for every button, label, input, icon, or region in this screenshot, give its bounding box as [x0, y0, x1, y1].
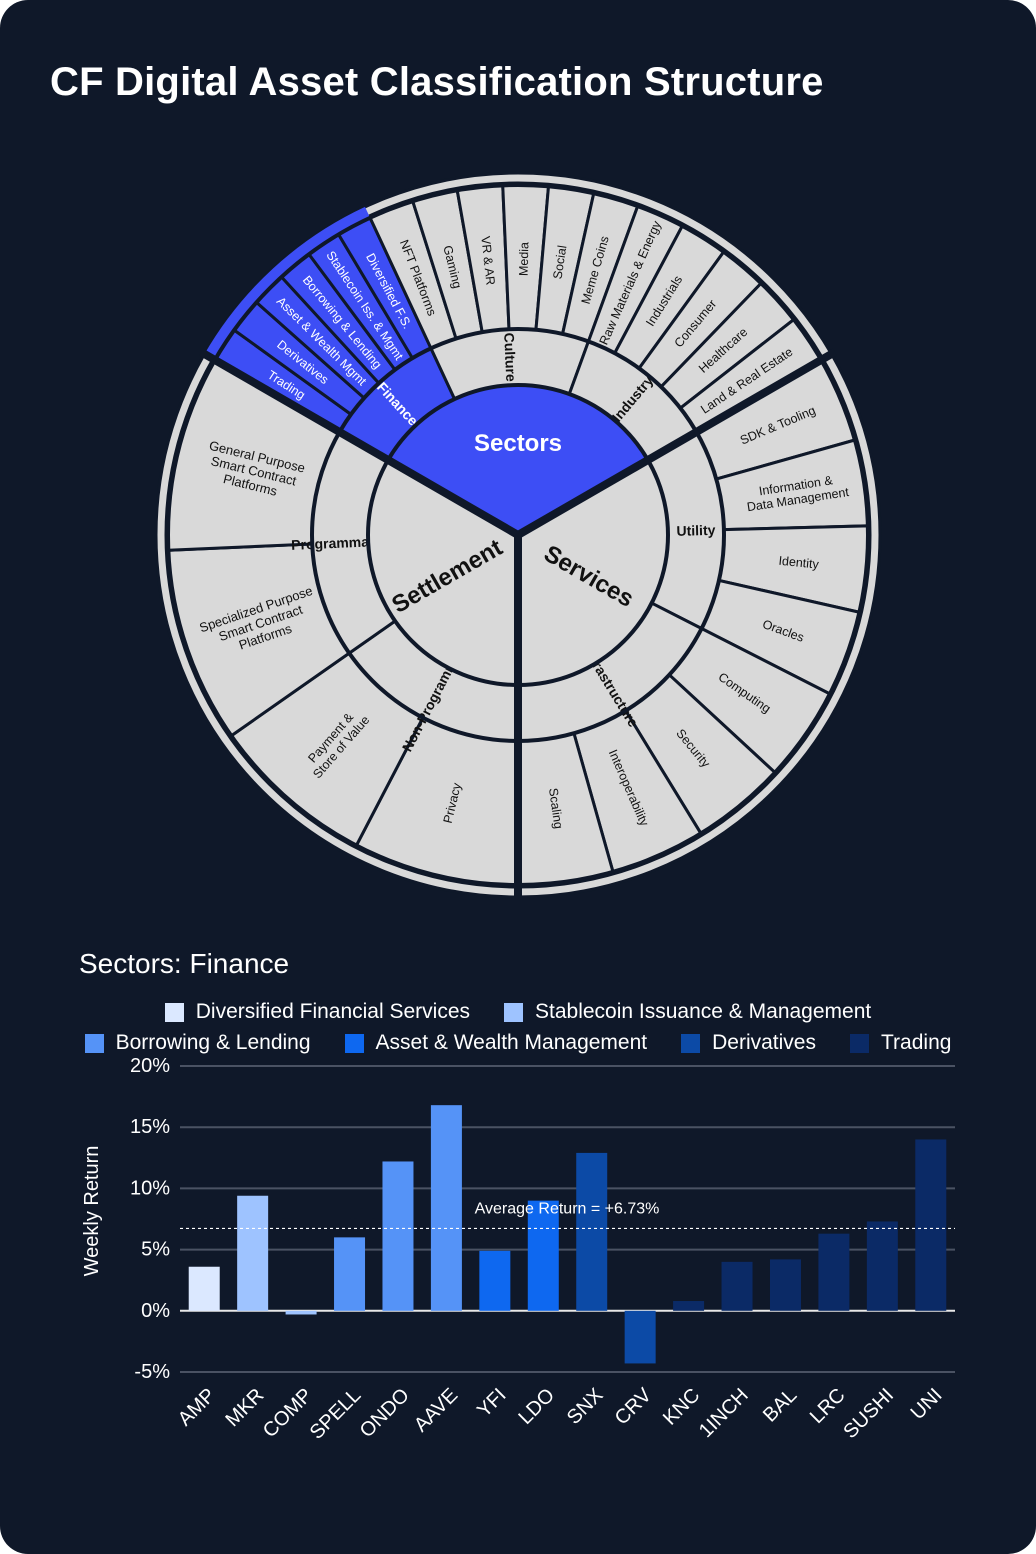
bar — [769, 1259, 801, 1311]
legend-item: Asset & Wealth Management — [344, 1031, 648, 1055]
culture-item-label: Social — [550, 244, 569, 280]
x-tick-label: AAVE — [410, 1384, 462, 1436]
y-tick-label: 5% — [141, 1239, 170, 1261]
y-tick-label: 15% — [130, 1116, 170, 1138]
bar — [818, 1233, 850, 1311]
x-tick-label: CRV — [611, 1384, 657, 1430]
y-tick-label: 0% — [141, 1300, 170, 1322]
x-tick-label: LRC — [806, 1384, 850, 1428]
bar — [285, 1310, 317, 1315]
x-tick-label: UNI — [907, 1384, 947, 1424]
legend-item: Stablecoin Issuance & Management — [504, 1000, 871, 1024]
bar — [334, 1237, 366, 1311]
culture-item-label: VR & AR — [478, 235, 497, 286]
x-tick-label: YFI — [473, 1384, 511, 1422]
bar — [576, 1152, 608, 1311]
legend-item: Diversified Financial Services — [164, 1000, 471, 1024]
y-tick-label: 10% — [130, 1177, 170, 1199]
y-tick-label: 20% — [130, 1055, 170, 1077]
x-tick-label: LDO — [514, 1384, 559, 1429]
legend-item: Derivatives — [681, 1031, 816, 1055]
legend-swatch — [84, 1033, 104, 1053]
page-title: CF Digital Asset Classification Structur… — [50, 60, 824, 104]
legend-swatch — [504, 1002, 524, 1022]
culture-group-label: Culture — [501, 332, 519, 382]
y-axis-label: Weekly Return — [81, 1146, 103, 1277]
legend-label: Derivatives — [712, 1031, 816, 1054]
y-tick-label: -5% — [134, 1361, 170, 1383]
legend-swatch — [681, 1033, 701, 1053]
legend-swatch — [850, 1033, 869, 1053]
x-tick-label: SUSHI — [839, 1384, 898, 1443]
bar — [188, 1266, 220, 1311]
utility-group-label: Utility — [676, 522, 716, 539]
legend-label: Asset & Wealth Management — [375, 1031, 648, 1054]
legend-label: Diversified Financial Services — [195, 1000, 471, 1023]
bar — [915, 1139, 947, 1311]
x-tick-label: SPELL — [306, 1384, 366, 1444]
legend-swatch — [164, 1002, 184, 1022]
chart-title: Sectors: Finance — [79, 948, 290, 979]
average-label: Average Return = +6.73% — [475, 1200, 660, 1217]
bar — [430, 1105, 462, 1311]
legend-item: Trading — [850, 1031, 951, 1055]
sector-divider — [515, 348, 837, 539]
sector-divider — [199, 348, 520, 539]
legend-label: Trading — [881, 1031, 952, 1054]
legend-label: Borrowing & Lending — [115, 1031, 311, 1054]
bar — [382, 1161, 414, 1311]
legend-item: Borrowing & Lending — [84, 1031, 311, 1055]
x-tick-label: SNX — [563, 1384, 608, 1429]
programmable-group-label: Programmable — [291, 533, 390, 553]
x-tick-label: 1INCH — [695, 1384, 753, 1442]
legend-swatch — [344, 1033, 364, 1053]
outer-segment-border — [166, 183, 870, 887]
x-tick-label: AMP — [174, 1384, 220, 1430]
utility-item-label: Identity — [778, 554, 820, 572]
bar — [479, 1250, 511, 1311]
inner-ring-border — [366, 383, 670, 687]
culture-item-label: Media — [517, 242, 532, 276]
middle-ring-border — [310, 327, 726, 743]
infrastructure-item-label: Scaling — [546, 787, 565, 830]
legend-label: Stablecoin Issuance & Management — [535, 1000, 872, 1023]
bar — [673, 1301, 705, 1311]
bar — [866, 1221, 898, 1311]
x-tick-label: ONDO — [356, 1384, 414, 1442]
sectors-label: Sectors — [474, 430, 562, 457]
bar — [237, 1195, 269, 1311]
finance-outer-ring — [204, 206, 371, 360]
legend-row-1: Diversified Financial Services Stablecoi… — [0, 1000, 1036, 1024]
bar — [624, 1310, 656, 1364]
x-tick-label: COMP — [259, 1384, 317, 1442]
legend-row-2: Borrowing & Lending Asset & Wealth Manag… — [0, 1031, 1036, 1055]
bar — [721, 1261, 753, 1311]
bar — [527, 1200, 559, 1311]
x-tick-label: BAL — [759, 1384, 801, 1426]
